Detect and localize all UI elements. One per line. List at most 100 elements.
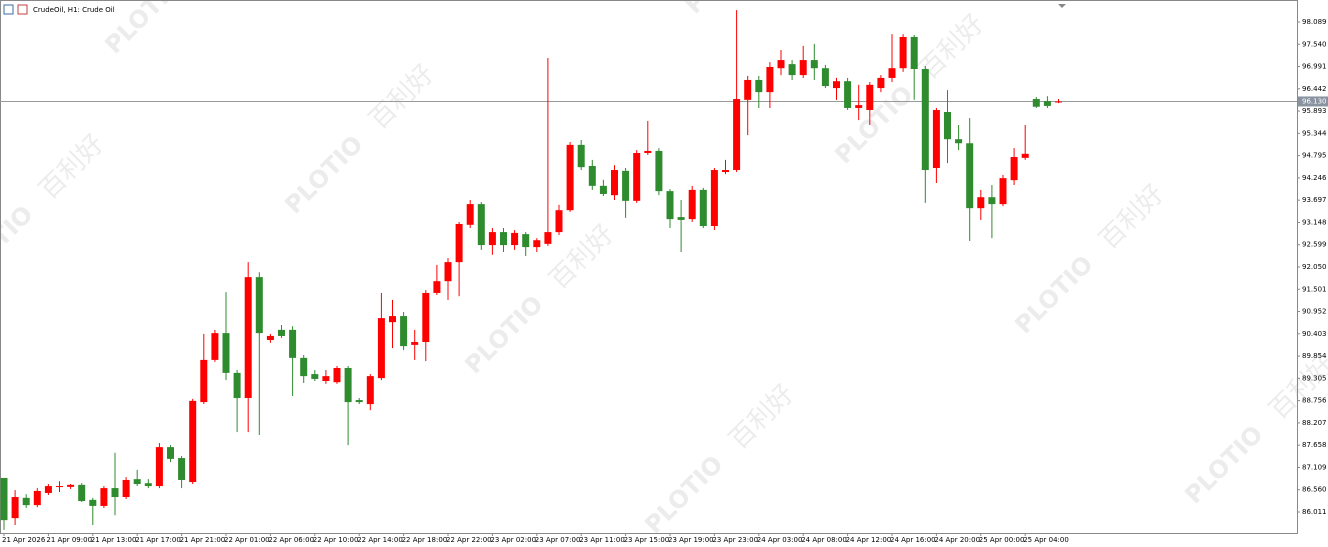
y-tick-label: 86.011 — [1302, 508, 1327, 516]
candle-body — [44, 486, 52, 493]
candle-body — [833, 81, 840, 89]
watermark-logo: PLOTIO — [279, 130, 368, 219]
candle-body — [167, 447, 174, 459]
candle-body — [344, 368, 352, 403]
candle-body — [355, 400, 363, 403]
current-price-box — [1298, 96, 1328, 107]
candle-body — [821, 68, 829, 87]
candle-body — [89, 499, 97, 506]
candle-body — [155, 447, 163, 487]
x-tick-label: 22 Apr 06:00 — [268, 536, 314, 544]
watermark-logo: PLOTIO — [459, 290, 548, 379]
y-tick-label: 97.540 — [1302, 40, 1327, 48]
candle-body — [389, 316, 396, 323]
x-tick-label: 22 Apr 10:00 — [313, 536, 359, 544]
candle-body — [744, 79, 752, 100]
icon — [3, 4, 14, 15]
candle-body — [866, 84, 874, 110]
y-tick-label: 86.560 — [1302, 486, 1327, 494]
icon — [17, 4, 28, 15]
candle-body — [500, 232, 507, 246]
candle-body — [144, 483, 152, 487]
x-tick-label: 21 Apr 13:00 — [91, 536, 137, 544]
candle-body — [100, 488, 108, 506]
x-tick-label: 24 Apr 03:00 — [757, 536, 803, 544]
candle-body — [233, 372, 241, 399]
candle-body — [688, 189, 696, 220]
watermark-text: 百利好 — [544, 219, 620, 295]
y-tick-label: 88.207 — [1302, 419, 1327, 427]
candle-body — [666, 191, 674, 220]
y-tick-label: 95.893 — [1302, 107, 1327, 115]
candle-body — [311, 374, 319, 379]
candle-body — [1010, 157, 1018, 181]
y-tick-label: 93.148 — [1302, 218, 1327, 226]
watermark-logo: PLOTIO — [1009, 250, 1098, 339]
y-tick-label: 91.501 — [1302, 285, 1327, 293]
y-tick-label: 94.795 — [1302, 152, 1327, 160]
y-tick-label: 90.952 — [1302, 308, 1327, 316]
candle-body — [11, 497, 19, 519]
candle-body — [1021, 153, 1029, 158]
candle-body — [244, 277, 252, 399]
candle-body — [322, 376, 330, 381]
candle-body — [555, 210, 563, 233]
y-tick-label: 94.246 — [1302, 174, 1327, 182]
candle-body — [400, 316, 408, 347]
candle-body — [932, 109, 940, 168]
y-tick-label: 96.442 — [1302, 85, 1327, 93]
candle-body — [799, 60, 807, 76]
candle-body — [111, 488, 119, 498]
x-tick-label: 22 Apr 18:00 — [402, 536, 448, 544]
candle-body — [488, 232, 496, 246]
watermark-text: 百利好 — [364, 59, 440, 135]
candle-body — [222, 333, 230, 373]
candle-body — [477, 204, 485, 246]
candle-body — [289, 329, 297, 358]
candle-body — [300, 357, 308, 377]
candle-body — [722, 170, 729, 173]
x-tick-label: 23 Apr 11:00 — [579, 536, 625, 544]
candle-body — [966, 143, 974, 209]
y-tick-label: 89.854 — [1302, 352, 1327, 360]
candle-body — [455, 223, 463, 263]
x-tick-label: 25 Apr 00:00 — [979, 536, 1025, 544]
candle-body — [944, 112, 951, 140]
candle-body — [788, 64, 796, 76]
x-tick-label: 22 Apr 14:00 — [357, 536, 403, 544]
candle-body — [566, 144, 574, 211]
candle-body — [411, 342, 419, 345]
candle-body — [611, 170, 618, 196]
candle-body — [189, 400, 197, 483]
candle-body — [133, 479, 141, 485]
x-tick-label: 24 Apr 12:00 — [846, 536, 892, 544]
x-tick-label: 23 Apr 23:00 — [712, 536, 758, 544]
watermark-text: 百利好 — [34, 129, 110, 205]
watermark-logo: PLOTIO — [679, 0, 768, 19]
candle-body — [200, 359, 208, 403]
x-tick-label: 23 Apr 19:00 — [668, 536, 714, 544]
watermark-text: 百利好 — [724, 379, 800, 455]
candle-body — [511, 232, 519, 246]
watermark-text: 百利好 — [1264, 349, 1328, 425]
candle-body — [877, 77, 885, 89]
candle-body — [655, 150, 663, 192]
candle-body — [733, 99, 741, 171]
candle-body — [644, 150, 652, 153]
candle-body — [433, 281, 441, 293]
x-tick-label: 21 Apr 21:00 — [180, 536, 226, 544]
candle-body — [699, 189, 707, 227]
candle-body — [777, 60, 785, 69]
watermark-logo: PLOTIO — [639, 450, 728, 539]
y-tick-label: 96.991 — [1302, 63, 1327, 71]
y-tick-label: 98.089 — [1302, 18, 1327, 26]
candle-body — [1055, 101, 1062, 103]
candle-body — [588, 165, 596, 186]
